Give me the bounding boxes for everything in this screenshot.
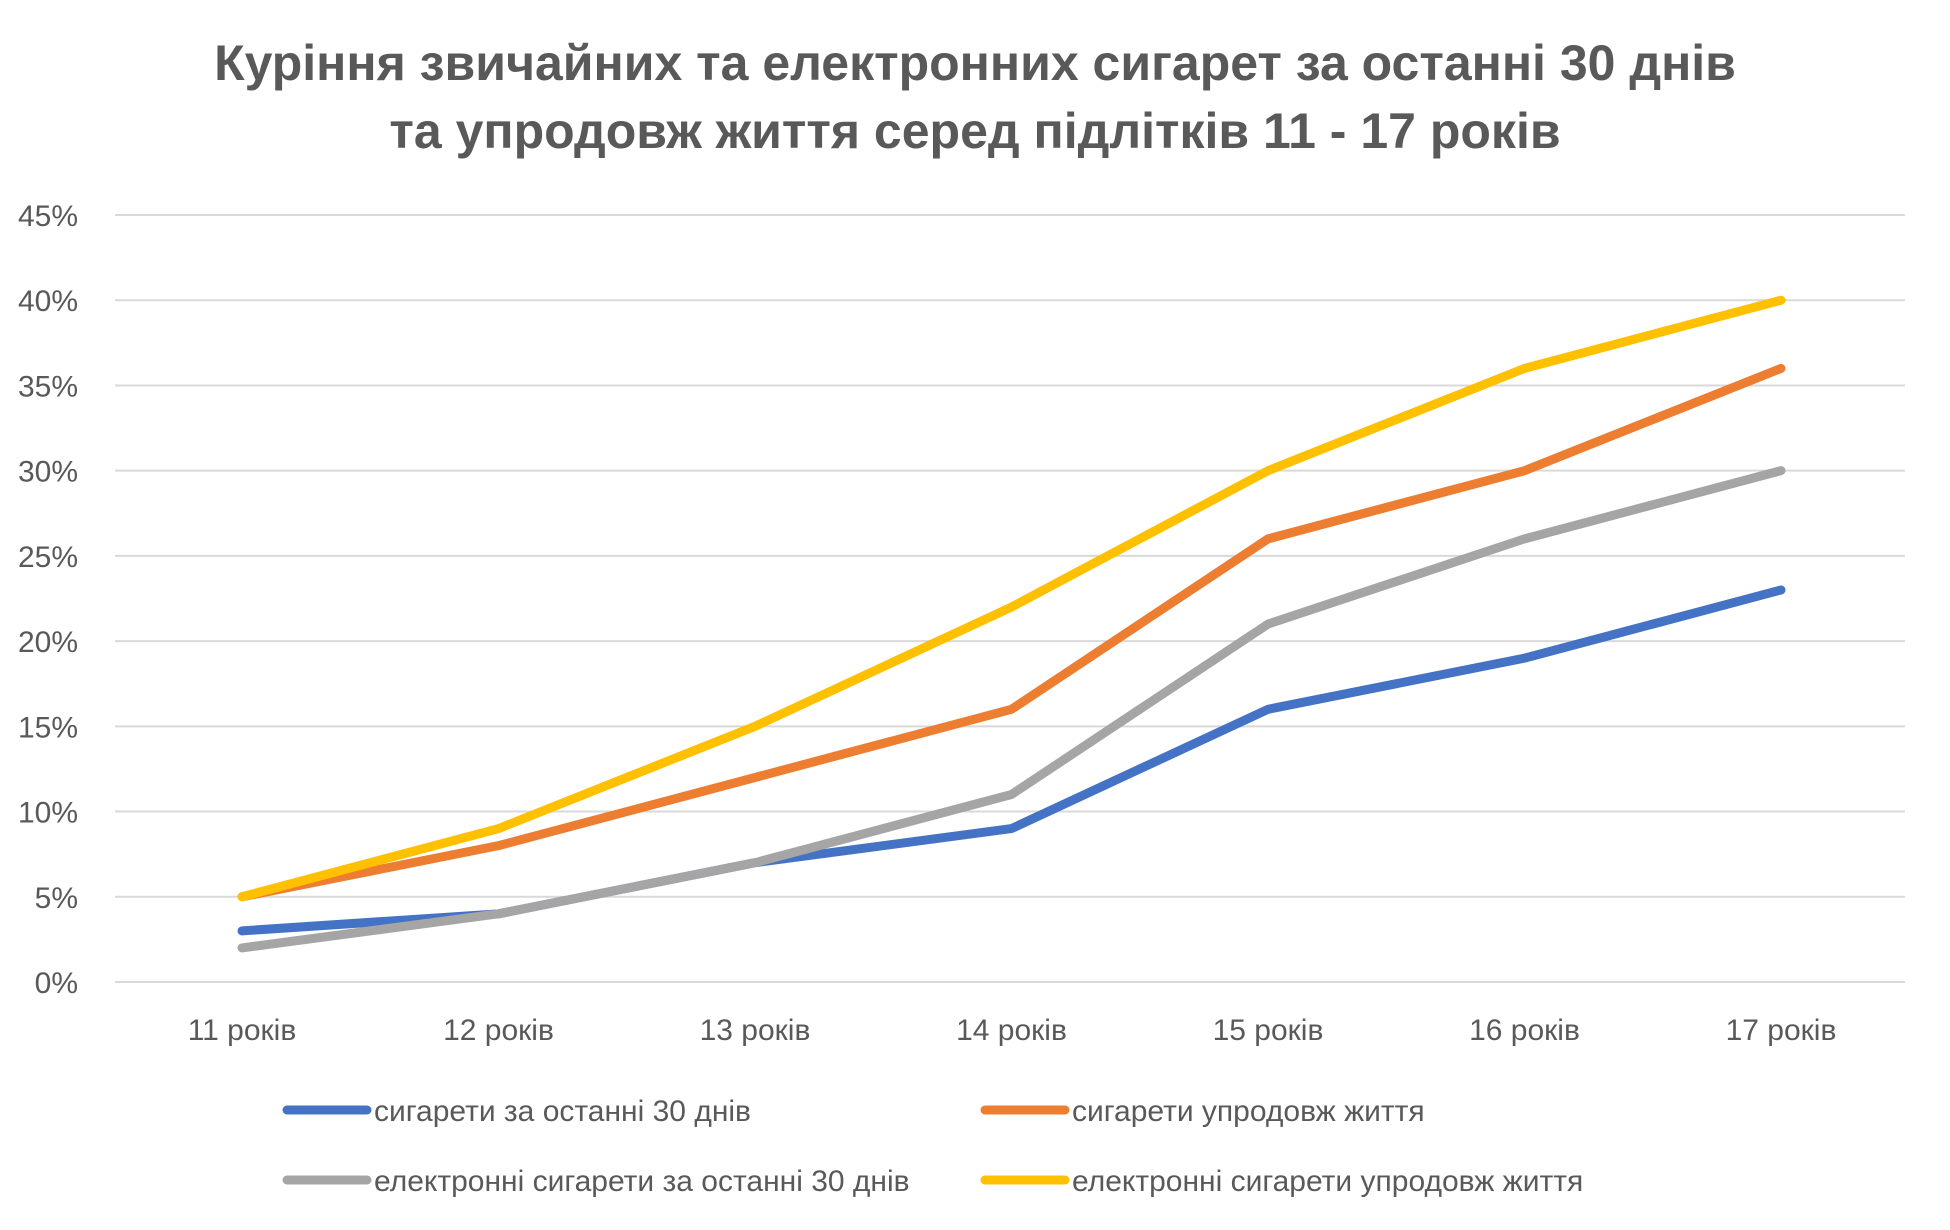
series-line-2 (237, 363, 1786, 902)
y-tick-label: 30% (18, 456, 78, 489)
y-tick-label: 5% (35, 882, 78, 915)
x-tick-label: 17 років (1726, 1014, 1837, 1047)
x-tick-label: 13 років (700, 1014, 811, 1047)
series-line-3 (237, 466, 1786, 953)
x-tick-label: 16 років (1469, 1014, 1580, 1047)
y-axis-tick-labels: 0% 5% 10% 15% 20% 25% 30% 35% 40% 45% (18, 200, 78, 1000)
x-tick-label: 12 років (443, 1014, 554, 1047)
legend-label: сигарети упродовж життя (1072, 1095, 1425, 1128)
legend-label: електронні сигарети за останні 30 днів (374, 1165, 910, 1198)
y-tick-label: 40% (18, 285, 78, 318)
series-lines (237, 295, 1786, 953)
gridlines (115, 214, 1905, 983)
y-tick-label: 10% (18, 797, 78, 830)
y-tick-label: 25% (18, 541, 78, 574)
legend-label: електронні сигарети упродовж життя (1072, 1165, 1583, 1198)
y-tick-label: 15% (18, 711, 78, 744)
x-axis-tick-labels: 11 років 12 років 13 років 14 років 15 років… (188, 1014, 1837, 1047)
x-tick-label: 11 років (188, 1014, 297, 1047)
y-tick-label: 35% (18, 370, 78, 403)
x-tick-label: 15 років (1213, 1014, 1324, 1047)
y-tick-label: 45% (18, 200, 78, 233)
chart-title-line-2: та упродовж життя серед підлітків 11 - 1… (389, 103, 1560, 159)
series-line-4 (237, 295, 1786, 902)
chart-title-line-1: Куріння звичайних та електронних сигарет… (214, 35, 1736, 91)
chart-title: Куріння звичайних та електронних сигарет… (214, 35, 1736, 159)
legend: сигарети за останні 30 днів сигарети упро… (282, 1095, 1583, 1198)
y-tick-label: 20% (18, 626, 78, 659)
x-tick-label: 14 років (956, 1014, 1067, 1047)
y-tick-label: 0% (35, 967, 78, 1000)
legend-label: сигарети за останні 30 днів (374, 1095, 751, 1128)
